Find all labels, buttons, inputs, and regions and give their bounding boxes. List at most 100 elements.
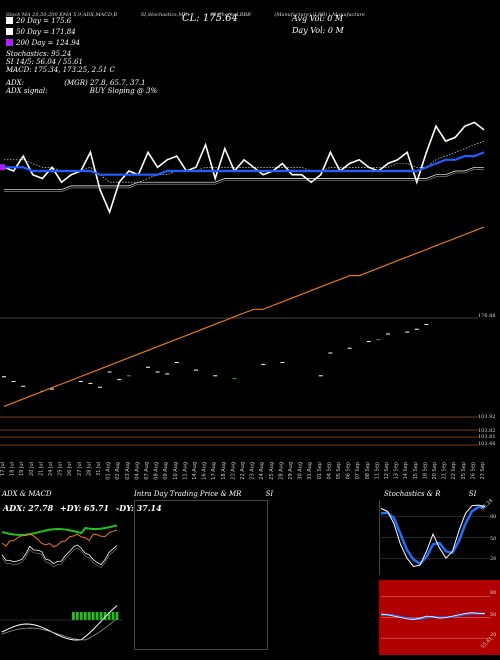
series-line-ma200 <box>3 226 485 407</box>
adx-values: (MGR) 27.8, 65.7, 37.1 <box>64 79 146 87</box>
rsi-tick-80: 80 <box>490 590 497 596</box>
stochastics-title-text: Stochastics & R <box>384 490 441 498</box>
x-tick-label: 29 Aug <box>288 462 294 480</box>
header-top-line: Stock MA 20,50,200 EMA 5,9,ADX,MACD,B SI… <box>6 11 500 20</box>
macd-bar <box>75 612 79 620</box>
adx-line <box>1 524 118 536</box>
x-tick-label: 26 Sep <box>470 462 476 479</box>
main-price-chart: 17 Jul 18 Jul 19 Jul 20 Jul 21 Jul 24 Jul 25 J… <box>0 121 486 480</box>
x-tick-label: 25 Sep <box>461 462 467 479</box>
x-tick-label: 17 Aug <box>211 462 217 480</box>
macd-histogram <box>0 580 123 650</box>
x-axis-labels: 17 Jul 18 Jul 19 Jul 20 Jul 21 Jul 24 Jul 25 J… <box>0 462 486 480</box>
x-tick-label: 14 Sep <box>403 462 409 479</box>
macd-bar <box>107 612 111 620</box>
rsi-tick-50: 50 <box>490 612 497 618</box>
adx-label: ADX: <box>6 79 25 87</box>
header-top-line-text: (Manufacture) (LRB) | Manufacture <box>274 12 365 18</box>
macd-bar <box>91 612 95 620</box>
adx-readout-adx: ADX: 27.78 <box>3 503 54 513</box>
ma200-swatch <box>6 39 13 46</box>
rsi-tick-20: 20 <box>490 632 497 638</box>
header-top-mid: SI,Stochastics,MR <box>140 12 188 18</box>
x-tick-label: 18 Sep <box>422 462 428 479</box>
x-tick-label: 22 Aug <box>240 462 246 480</box>
series-line-ma50-lower <box>4 169 484 192</box>
series-line-ema <box>4 140 485 183</box>
x-tick-label: 22 Sep <box>451 462 457 479</box>
macd-bar <box>115 612 119 620</box>
x-tick-label: 10 Aug <box>173 462 179 480</box>
header-top-right: SI Charts LRBB <box>210 12 251 18</box>
ma50-text: 50 Day = 171.84 <box>16 28 76 36</box>
stochastics-title-si: SI <box>468 490 477 498</box>
ma20-text: 20 Day = 175.6 <box>16 17 72 25</box>
adx-signal-value: BUY Sloping @ 3% <box>89 87 158 95</box>
x-tick-label: 07 Sep <box>355 462 361 479</box>
x-tick-label: 13 Sep <box>394 462 400 479</box>
x-tick-label: 06 Sep <box>346 462 352 479</box>
x-tick-label: 28 Jul <box>86 462 92 476</box>
adx-readout: ADX: 27.78 +DY: 65.71 -DY: 37.14 <box>3 503 162 513</box>
macd-bar <box>87 612 91 620</box>
header-top-left: Stock MA 20,50,200 EMA 5,9,ADX,MACD,B <box>6 12 118 18</box>
x-tick-label: 01 Sep <box>317 462 323 479</box>
x-tick-label: 26 Jul <box>67 462 73 476</box>
x-tick-label: 02 Aug <box>115 462 121 480</box>
rsi-signal-line <box>381 612 486 620</box>
x-tick-label: 23 Aug <box>250 462 256 480</box>
x-tick-label: 19 Jul <box>19 462 25 476</box>
x-tick-label: 30 Aug <box>298 462 304 480</box>
stoch-tick-50: 50 <box>490 536 497 542</box>
right-label-1: 176.88 <box>478 313 496 319</box>
x-tick-label: 21 Sep <box>442 462 448 479</box>
legend-adx: ADX: (MGR) 27.8, 65.7, 37.1 <box>6 79 146 88</box>
x-tick-label: 24 Jul <box>48 462 54 476</box>
legend-stochastics: Stochastics: 95.24 <box>6 50 71 59</box>
rsi-line <box>380 612 485 620</box>
right-label-5: 103.46 <box>478 441 496 447</box>
legend-ma200: 200 Day = 124.94 <box>6 39 80 48</box>
legend-ma20: 20 Day = 175.6 <box>6 17 71 26</box>
stoch-tick-80: 80 <box>490 514 497 520</box>
x-tick-label: 18 Jul <box>10 462 16 476</box>
legend-ma50: 50 Day = 171.84 <box>6 28 76 37</box>
legend-macd: MACD: 175.34, 173.25, 2.51 C <box>6 66 115 75</box>
x-tick-label: 25 Aug <box>269 462 275 480</box>
x-tick-label: 20 Jul <box>29 462 35 476</box>
macd-text: MACD: 175.34, 173.25, 2.51 C <box>6 66 115 74</box>
adx-lines <box>1 524 118 569</box>
x-tick-label: 07 Aug <box>144 462 150 480</box>
x-tick-label: 18 Aug <box>221 462 227 480</box>
x-tick-label: 04 Aug <box>134 462 140 480</box>
stoch-k-line <box>380 504 486 568</box>
macd-bar <box>95 612 99 620</box>
x-tick-label: 24 Aug <box>259 462 265 480</box>
x-tick-label: 15 Sep <box>413 462 419 479</box>
right-label-3: 103.82 <box>478 428 496 434</box>
adx-signal-label: ADX signal: <box>6 87 48 95</box>
intraday-title-text: Intra Day Trading Price & MR <box>134 490 242 498</box>
x-tick-label: 21 Aug <box>230 462 236 480</box>
series-line-ma20 <box>4 151 485 176</box>
x-tick-label: 03 Aug <box>125 462 131 480</box>
macd-bar <box>103 612 107 620</box>
price-start-marker <box>0 164 5 171</box>
x-tick-label: 14 Aug <box>192 462 198 480</box>
adx-readout-mdi: -DY: 37.14 <box>115 503 162 513</box>
x-tick-label: 11 Sep <box>374 462 380 479</box>
series-lines <box>0 121 485 407</box>
ma200-text: 200 Day = 124.94 <box>16 39 81 47</box>
x-tick-label: 08 Sep <box>365 462 371 479</box>
intraday-title-si: SI <box>265 490 274 498</box>
x-tick-label: 28 Aug <box>278 462 284 480</box>
x-tick-label: 01 Aug <box>106 462 112 480</box>
x-tick-label: 11 Aug <box>182 462 188 480</box>
stochastics-lines <box>380 504 490 568</box>
series-line-ma50 <box>4 166 484 191</box>
x-tick-label: 27 Sep <box>480 462 486 479</box>
x-tick-label: 21 Jul <box>38 462 44 476</box>
x-tick-label: 16 Aug <box>202 462 208 480</box>
stoch-tick-20: 20 <box>490 556 497 562</box>
legend-rsi: SI 14/5: 56.04 / 55.61 <box>6 58 83 67</box>
